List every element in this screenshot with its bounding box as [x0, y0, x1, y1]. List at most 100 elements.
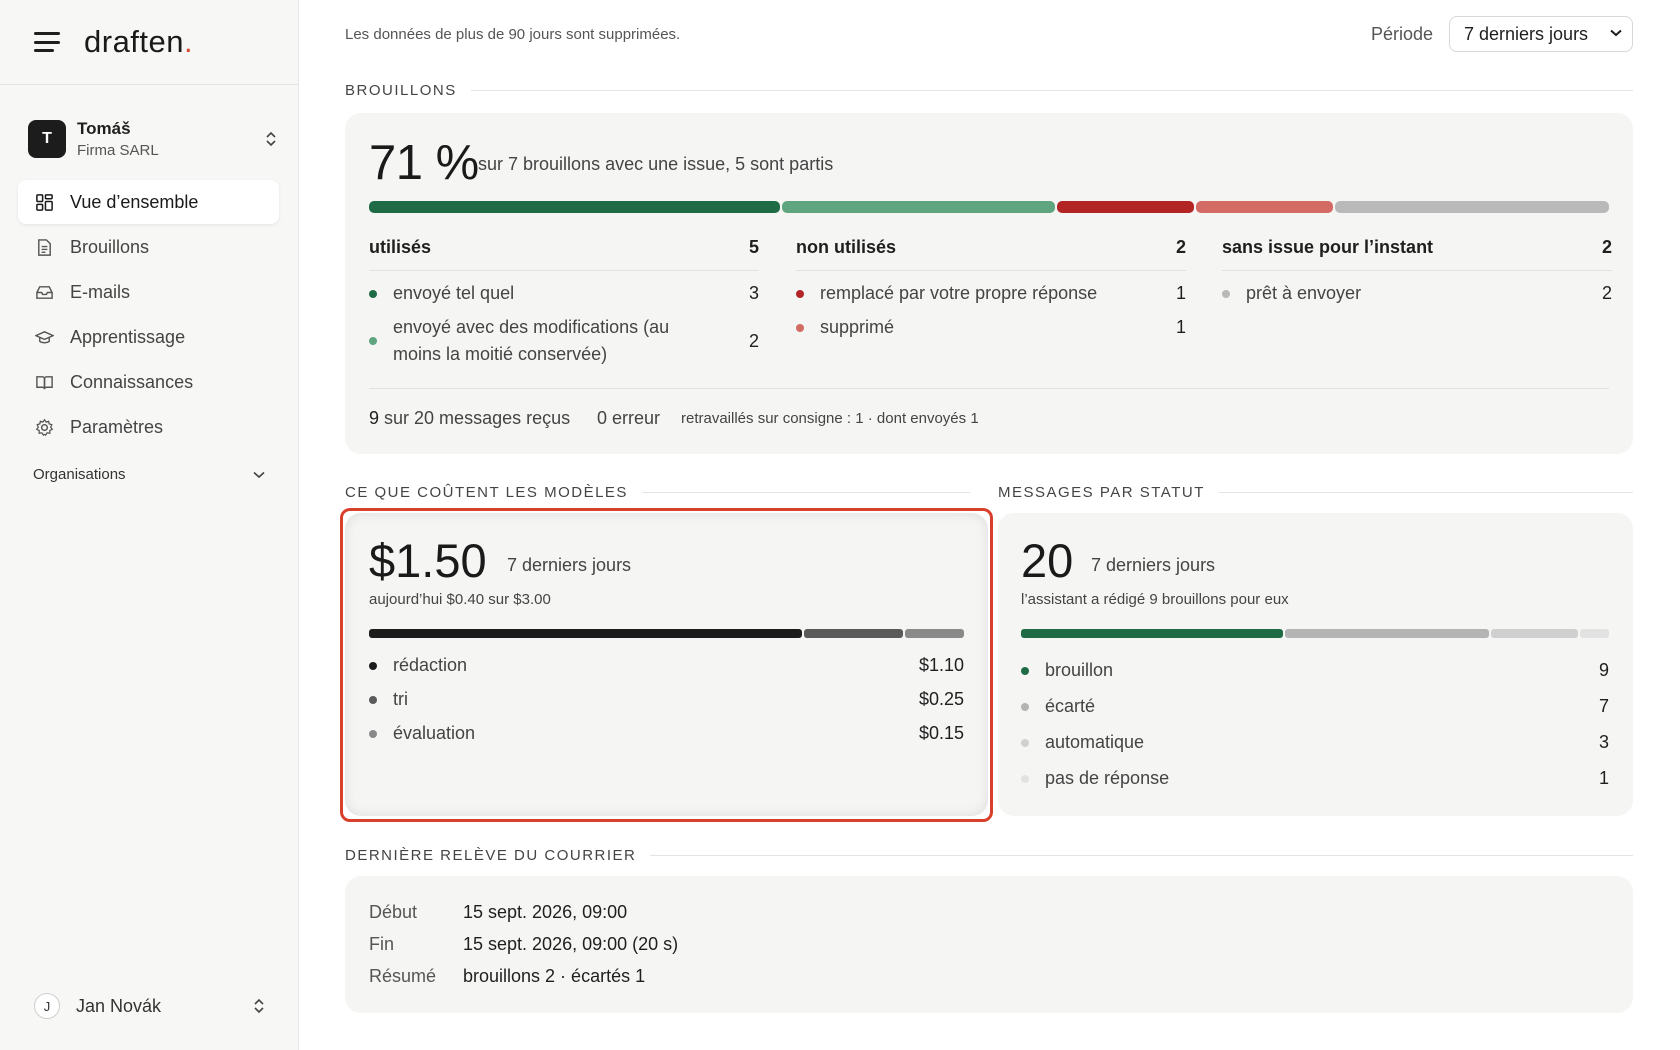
section-title-status: MESSAGES PAR STATUT	[998, 484, 1633, 501]
brand-dot: .	[184, 24, 194, 59]
received-text: sur 20 messages reçus	[384, 408, 571, 428]
brand-logo[interactable]: draften.	[84, 24, 193, 60]
gear-icon	[34, 417, 54, 437]
bar-segment	[804, 629, 903, 638]
cost-amount: $1.10	[918, 655, 964, 675]
cost-row: évaluation $0.15	[369, 723, 964, 744]
user-avatar: J	[34, 993, 60, 1019]
cost-amount: $0.25	[918, 689, 964, 709]
user-name: Jan Novák	[76, 995, 162, 1016]
nav-item-settings[interactable]: Paramètres	[18, 405, 279, 449]
document-icon	[34, 237, 54, 257]
graduation-cap-icon	[34, 327, 54, 347]
chevron-updown-icon	[252, 996, 266, 1016]
status-row: pas de réponse 1	[1021, 768, 1609, 789]
menu-icon[interactable]	[34, 32, 60, 52]
column-title: utilisés	[369, 237, 432, 257]
org-switcher[interactable]: T Tomáš Firma SARL	[28, 116, 278, 162]
status-row: écarté 7	[1021, 696, 1609, 717]
legend-dot	[369, 695, 377, 704]
bar-segment	[1284, 629, 1489, 638]
bar-segment	[1196, 201, 1334, 213]
status-note: l’assistant a rédigé 9 brouillons pour e…	[1021, 591, 1289, 608]
user-menu[interactable]: J Jan Novák	[34, 993, 266, 1019]
mail-fetch-card: Début 15 sept. 2026, 09:00 Fin 15 sept. …	[345, 876, 1633, 1013]
cost-label: rédaction	[393, 655, 468, 675]
bar-segment	[1490, 629, 1578, 638]
period-select[interactable]: 7 derniers jours	[1449, 16, 1633, 52]
period-label: Période	[1370, 24, 1433, 44]
fetch-key: Fin	[369, 934, 395, 954]
organisations-toggle[interactable]: Organisations	[33, 466, 265, 483]
status-label: écarté	[1045, 696, 1096, 716]
item-value: 1	[1175, 283, 1186, 303]
fetch-value: 15 sept. 2026, 09:00	[463, 902, 628, 922]
list-item: remplacé par votre propre réponse 1	[796, 283, 1186, 304]
fetch-value: brouillons 2 · écartés 1	[463, 966, 646, 986]
period-value: 7 derniers jours	[1464, 23, 1589, 44]
list-item: envoyé avec des modifications (au moins …	[369, 314, 759, 368]
bar-segment	[781, 201, 1056, 213]
fetch-key: Début	[369, 902, 418, 922]
status-label: automatique	[1045, 732, 1145, 752]
cost-total: $1.50	[369, 534, 487, 587]
section-title-drafts: BROUILLONS	[345, 82, 1633, 99]
cost-label: évaluation	[393, 723, 476, 743]
cost-period: 7 derniers jours	[507, 555, 632, 575]
org-company: Firma SARL	[77, 142, 159, 159]
nav-item-label: Paramètres	[70, 416, 164, 437]
item-label: supprimé	[820, 317, 895, 337]
org-avatar: T	[28, 120, 66, 158]
fetch-key: Résumé	[369, 966, 437, 986]
fetch-row-start: Début 15 sept. 2026, 09:00	[369, 902, 627, 923]
item-value: 2	[1601, 283, 1612, 303]
legend-dot	[1021, 702, 1029, 711]
retention-notice: Les données de plus de 90 jours sont sup…	[345, 26, 681, 43]
column-count: 2	[1175, 237, 1186, 257]
brand-name: draften	[84, 24, 185, 59]
chevron-updown-icon	[264, 129, 278, 149]
nav-item-knowledge[interactable]: Connaissances	[18, 360, 279, 404]
legend-dot	[1021, 774, 1029, 783]
section-title-mail-fetch: DERNIÈRE RELÈVE DU COURRIER	[345, 847, 1633, 864]
section-title-costs: CE QUE COÛTENT LES MODÈLES	[345, 484, 970, 501]
legend-dot	[1021, 666, 1029, 675]
status-count: 1	[1598, 768, 1609, 788]
bar-segment	[904, 629, 964, 638]
grid-icon	[34, 192, 54, 212]
nav-item-overview[interactable]: Vue d’ensemble	[18, 180, 279, 224]
status-breakdown-bar	[1021, 629, 1609, 638]
error-count: 0 erreur	[597, 408, 661, 428]
status-dot	[369, 290, 377, 298]
item-label: prêt à envoyer	[1246, 283, 1362, 303]
section-title-text: MESSAGES PAR STATUT	[998, 484, 1205, 501]
status-period: 7 derniers jours	[1091, 555, 1216, 575]
item-label: remplacé par votre propre réponse	[820, 283, 1098, 303]
cost-today-note: aujourd’hui $0.40 sur $3.00	[369, 591, 551, 608]
nav-item-label: Apprentissage	[70, 326, 186, 347]
status-count: 3	[1598, 732, 1609, 752]
item-label: envoyé avec des modifications (au moins …	[393, 317, 670, 364]
drafts-percent: 71 %	[369, 136, 479, 190]
chevron-down-icon	[253, 466, 265, 483]
section-title-text: BROUILLONS	[345, 82, 457, 99]
bar-segment	[369, 629, 803, 638]
divider	[369, 388, 1609, 389]
bar-segment	[1021, 629, 1283, 638]
section-title-text: DERNIÈRE RELÈVE DU COURRIER	[345, 847, 637, 864]
nav-item-emails[interactable]: E-mails	[18, 270, 279, 314]
cost-row: tri $0.25	[369, 689, 964, 710]
cost-breakdown-bar	[369, 629, 964, 638]
received-count: 9	[369, 408, 380, 428]
nav-item-drafts[interactable]: Brouillons	[18, 225, 279, 269]
status-count: 9	[1598, 660, 1609, 680]
drafts-card: 71 % sur 7 brouillons avec une issue, 5 …	[345, 113, 1633, 454]
legend-dot	[1021, 738, 1029, 747]
brand-header: draften.	[0, 0, 298, 85]
bar-segment	[1335, 201, 1609, 213]
nav-item-learning[interactable]: Apprentissage	[18, 315, 279, 359]
status-dot	[369, 337, 377, 345]
bar-segment	[1579, 629, 1609, 638]
column-count: 2	[1601, 237, 1612, 257]
org-name: Tomáš	[77, 119, 131, 138]
